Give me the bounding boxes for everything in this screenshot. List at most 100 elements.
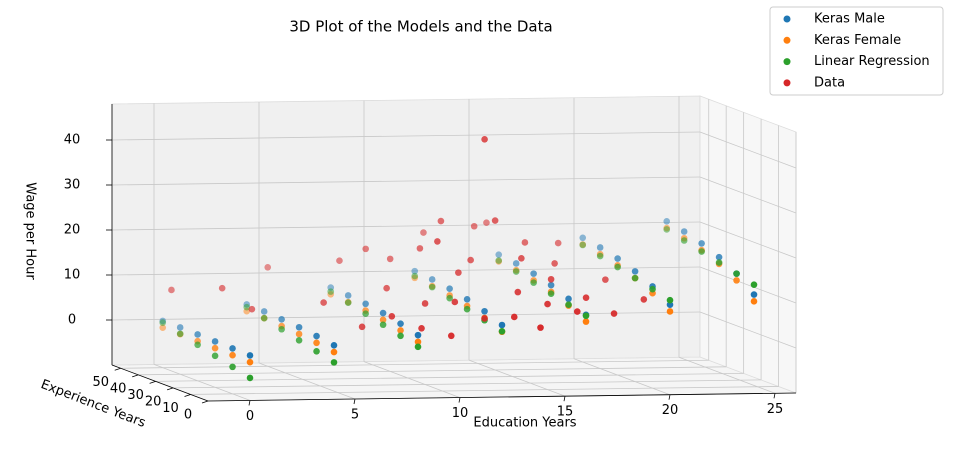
z-tick-label: 0 (68, 313, 76, 328)
data-point (379, 316, 387, 324)
data-point (715, 259, 723, 266)
data-point (614, 255, 621, 262)
x-tick-label: 0 (246, 409, 254, 424)
data-point (582, 294, 590, 302)
data-point (680, 228, 688, 235)
z-tick-label: 40 (64, 133, 81, 148)
data-point (596, 244, 604, 251)
data-point (573, 308, 581, 315)
data-point (640, 296, 648, 303)
data-point (330, 348, 338, 356)
data-point (518, 254, 525, 262)
data-point (521, 239, 529, 246)
y-tick-label: 0 (184, 408, 192, 423)
grid-line (699, 221, 797, 259)
y-tick (184, 394, 191, 397)
data-point (388, 313, 396, 320)
data-point (491, 217, 499, 224)
data-point (246, 374, 254, 382)
data-point (544, 300, 551, 308)
data-point (211, 344, 219, 352)
grid-line (173, 379, 762, 389)
data-point (386, 255, 394, 263)
grid-line (190, 386, 779, 395)
grid-line (699, 131, 797, 169)
data-point (498, 328, 506, 335)
data-point (537, 324, 544, 331)
z-tick-label: 20 (64, 223, 81, 238)
data-point (379, 321, 387, 329)
data-point (229, 363, 236, 371)
x-tick-label: 25 (767, 402, 784, 417)
data-point (176, 330, 184, 338)
y-tick-label: 40 (110, 381, 127, 396)
legend-label: Keras Female (814, 33, 901, 48)
data-point (379, 309, 387, 317)
data-point (547, 275, 555, 283)
data-point (295, 323, 303, 331)
x-axis-line (207, 392, 797, 402)
data-point (411, 267, 419, 275)
data-point (733, 277, 740, 284)
data-point (481, 307, 488, 315)
legend-marker (783, 58, 791, 66)
data-point (168, 286, 175, 294)
data-point (344, 292, 352, 299)
data-point (397, 327, 404, 334)
data-point (547, 281, 555, 289)
y-axis-line (111, 364, 209, 402)
data-point (666, 308, 674, 315)
grid-line (573, 358, 671, 396)
data-point (579, 234, 587, 242)
z-axis-label: Wage per Hour (23, 182, 38, 280)
data-point (530, 270, 537, 277)
z-tick-label: 10 (64, 268, 81, 283)
data-point (313, 339, 320, 347)
data-point (463, 305, 471, 313)
x-tick (353, 398, 356, 405)
data-point (451, 298, 459, 306)
x-tick (668, 394, 671, 400)
data-point (295, 330, 303, 338)
data-point (434, 238, 441, 245)
data-point (330, 359, 338, 366)
x-tick (458, 397, 461, 403)
legend-label: Keras Male (814, 12, 885, 27)
data-point (680, 237, 688, 244)
data-point (447, 332, 455, 340)
data-point (358, 323, 366, 331)
data-point (159, 324, 167, 331)
legend-marker (783, 36, 791, 44)
data-point (631, 274, 639, 282)
data-point (383, 284, 390, 292)
grid-line (678, 356, 776, 394)
data-point (446, 294, 453, 302)
y-tick (114, 367, 121, 371)
data-point (194, 331, 201, 338)
data-point (418, 325, 425, 332)
data-point (596, 252, 604, 260)
data-point (260, 314, 268, 322)
data-point (666, 296, 674, 304)
data-point (547, 290, 555, 297)
data-point (218, 284, 226, 292)
data-point (698, 248, 705, 255)
data-point (362, 245, 369, 253)
data-point (510, 313, 518, 321)
data-point (362, 310, 369, 318)
legend-label: Data (814, 75, 845, 90)
x-tick-label: 20 (662, 403, 679, 418)
grid-line (111, 221, 701, 231)
data-point (416, 245, 424, 252)
x-tick-label: 5 (351, 408, 359, 423)
data-point (467, 256, 474, 264)
x-tick (248, 400, 251, 406)
grid-line (111, 311, 701, 321)
data-point (194, 341, 201, 349)
data-point (362, 300, 369, 308)
grid-line (258, 362, 356, 400)
data-point (750, 291, 758, 298)
y-tick (132, 374, 139, 378)
data-point (336, 257, 343, 264)
